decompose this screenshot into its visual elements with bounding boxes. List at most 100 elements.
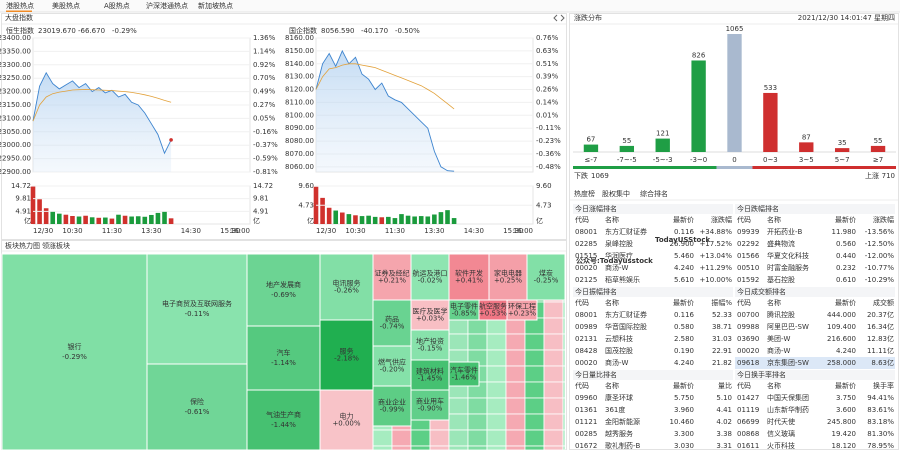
panel-title[interactable]: 板块热力图: [5, 241, 40, 250]
table-cell[interactable]: 华夏文化科技: [767, 251, 809, 260]
sector-cell[interactable]: [429, 445, 450, 450]
sector-block[interactable]: [448, 361, 480, 387]
sector-block[interactable]: [488, 253, 528, 301]
sector-cell[interactable]: [391, 445, 412, 450]
sector-cell[interactable]: [448, 333, 469, 351]
sector-cell[interactable]: [391, 429, 412, 447]
sector-block[interactable]: [410, 253, 450, 301]
sector-cell[interactable]: [543, 429, 564, 447]
table-cell[interactable]: 商汤-W: [605, 358, 629, 367]
table-cell[interactable]: 东方汇财证券: [605, 310, 647, 319]
table-cell[interactable]: 云想科技: [605, 334, 633, 343]
sector-cell[interactable]: [372, 445, 393, 450]
sector-cell[interactable]: [524, 381, 545, 399]
sector-cell[interactable]: [410, 429, 431, 447]
sector-cell[interactable]: [562, 429, 566, 447]
sector-cell[interactable]: [467, 397, 488, 415]
table-cell[interactable]: 腾讯控股: [767, 310, 795, 319]
next-button[interactable]: [560, 14, 565, 22]
table-cell[interactable]: 中国天保集团: [767, 393, 809, 402]
sector-cell[interactable]: [543, 301, 564, 319]
rank-tab[interactable]: 股权集中: [602, 189, 630, 198]
sector-cell[interactable]: [543, 445, 564, 450]
sector-cell[interactable]: [562, 397, 566, 415]
sector-cell[interactable]: [372, 429, 393, 447]
sector-tab[interactable]: 领涨板块: [42, 241, 70, 250]
table-cell[interactable]: 盛典物流: [767, 239, 795, 248]
sector-cell[interactable]: [562, 381, 566, 399]
table-cell[interactable]: 泉峰控股: [605, 239, 633, 248]
sector-block[interactable]: [146, 363, 248, 450]
sector-block[interactable]: [146, 253, 248, 365]
table-cell[interactable]: 京东集团-SW: [767, 358, 809, 367]
table-cell[interactable]: 美团-W: [767, 334, 791, 343]
sector-cell[interactable]: [524, 333, 545, 351]
sector-cell[interactable]: [486, 381, 507, 399]
sector-cell[interactable]: [543, 381, 564, 399]
sector-cell[interactable]: [505, 429, 526, 447]
table-cell[interactable]: 商汤-W: [605, 263, 629, 272]
sector-cell[interactable]: [448, 397, 469, 415]
sector-cell[interactable]: [448, 429, 469, 447]
tab[interactable]: 美股热点: [52, 1, 80, 10]
table-cell[interactable]: 东方汇财证券: [605, 227, 647, 236]
sector-cell[interactable]: [524, 413, 545, 431]
sector-block[interactable]: [372, 253, 412, 301]
sector-cell[interactable]: [505, 381, 526, 399]
sector-cell[interactable]: [524, 445, 545, 450]
sector-cell[interactable]: [429, 429, 450, 447]
sector-cell[interactable]: [543, 365, 564, 383]
sector-cell[interactable]: [467, 333, 488, 351]
sector-block[interactable]: [526, 253, 566, 301]
sector-cell[interactable]: [467, 413, 488, 431]
sector-cell[interactable]: [505, 333, 526, 351]
sector-block[interactable]: [246, 389, 321, 450]
sector-cell[interactable]: [448, 445, 469, 450]
table-cell[interactable]: 国茂控股: [605, 346, 633, 355]
sector-cell[interactable]: [505, 413, 526, 431]
table-cell[interactable]: 山东新华制药: [767, 405, 809, 414]
sector-block[interactable]: [372, 299, 412, 347]
sector-cell[interactable]: [524, 349, 545, 367]
sector-cell[interactable]: [543, 413, 564, 431]
sector-cell[interactable]: [524, 429, 545, 447]
sector-cell[interactable]: [448, 413, 469, 431]
sector-cell[interactable]: [543, 349, 564, 367]
sector-cell[interactable]: [562, 301, 566, 319]
sector-cell[interactable]: [505, 365, 526, 383]
table-cell[interactable]: 越秀服务: [605, 429, 633, 438]
table-cell[interactable]: 开拓药业-B: [767, 227, 803, 236]
sector-cell[interactable]: [486, 349, 507, 367]
tab[interactable]: 港股热点: [6, 1, 34, 10]
sector-cell[interactable]: [486, 429, 507, 447]
sector-cell[interactable]: [543, 397, 564, 415]
sector-cell[interactable]: [524, 365, 545, 383]
sector-cell[interactable]: [562, 445, 566, 450]
table-cell[interactable]: 华音国际控股: [605, 322, 647, 331]
sector-cell[interactable]: [562, 413, 566, 431]
sector-cell[interactable]: [410, 445, 431, 450]
sector-block[interactable]: [372, 385, 412, 427]
sector-cell[interactable]: [543, 317, 564, 335]
table-cell[interactable]: 阿里巴巴-SW: [767, 322, 809, 331]
sector-block[interactable]: [410, 389, 450, 421]
sector-block[interactable]: [246, 253, 321, 327]
sector-block[interactable]: [319, 319, 374, 391]
tab[interactable]: 沪深港通热点: [146, 1, 188, 10]
sector-cell[interactable]: [505, 445, 526, 450]
table-cell[interactable]: 金阳新能源: [605, 417, 640, 426]
sector-cell[interactable]: [486, 397, 507, 415]
tab[interactable]: 新加坡热点: [198, 1, 233, 10]
sector-block[interactable]: [246, 325, 321, 391]
rank-tab[interactable]: 综合排名: [640, 189, 668, 198]
sector-cell[interactable]: [467, 429, 488, 447]
rank-tab[interactable]: 热度榜: [574, 189, 595, 198]
sector-cell[interactable]: [486, 333, 507, 351]
sector-cell[interactable]: [505, 349, 526, 367]
sector-cell[interactable]: [467, 445, 488, 450]
sector-cell[interactable]: [562, 333, 566, 351]
table-cell[interactable]: 火币科技: [767, 441, 795, 450]
table-cell[interactable]: 歌礼制药-B: [605, 441, 641, 450]
sector-cell[interactable]: [505, 397, 526, 415]
table-cell[interactable]: 361度: [605, 405, 625, 414]
